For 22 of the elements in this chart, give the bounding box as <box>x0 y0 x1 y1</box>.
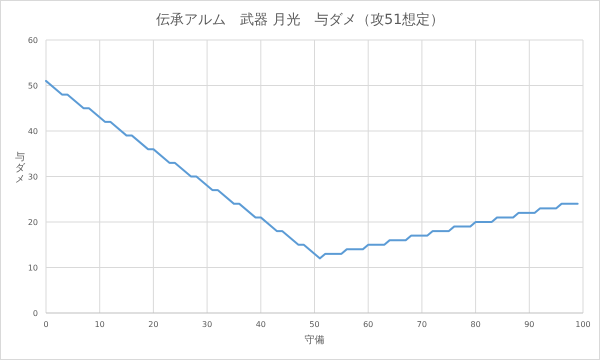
y-axis-title: 与ダメ <box>15 151 26 185</box>
y-tick-label: 20 <box>28 218 38 227</box>
x-tick-label: 90 <box>524 320 534 329</box>
y-tick-label: 60 <box>28 36 38 45</box>
y-tick-label: 10 <box>28 264 38 272</box>
x-tick-label: 30 <box>202 320 212 329</box>
y-tick-label: 30 <box>28 172 38 182</box>
x-tick-label: 0 <box>43 320 49 329</box>
x-tick-label: 20 <box>148 320 158 329</box>
x-tick-label: 10 <box>94 320 105 329</box>
x-axis-title: 守備 <box>304 334 324 346</box>
x-tick-label: 60 <box>363 320 374 329</box>
y-tick-label: 40 <box>28 127 38 136</box>
x-tick-label: 70 <box>416 320 427 329</box>
x-tick-label: 100 <box>575 320 591 329</box>
y-tick-label: 0 <box>32 309 38 318</box>
line-series <box>45 80 579 260</box>
x-tick-label: 80 <box>470 320 481 329</box>
x-tick-label: 50 <box>309 320 320 329</box>
y-tick-label: 50 <box>28 82 38 90</box>
x-tick-label: 40 <box>256 320 266 329</box>
chart-title: 伝承アルム 武器 月光 与ダメ（攻51想定） <box>156 12 444 28</box>
